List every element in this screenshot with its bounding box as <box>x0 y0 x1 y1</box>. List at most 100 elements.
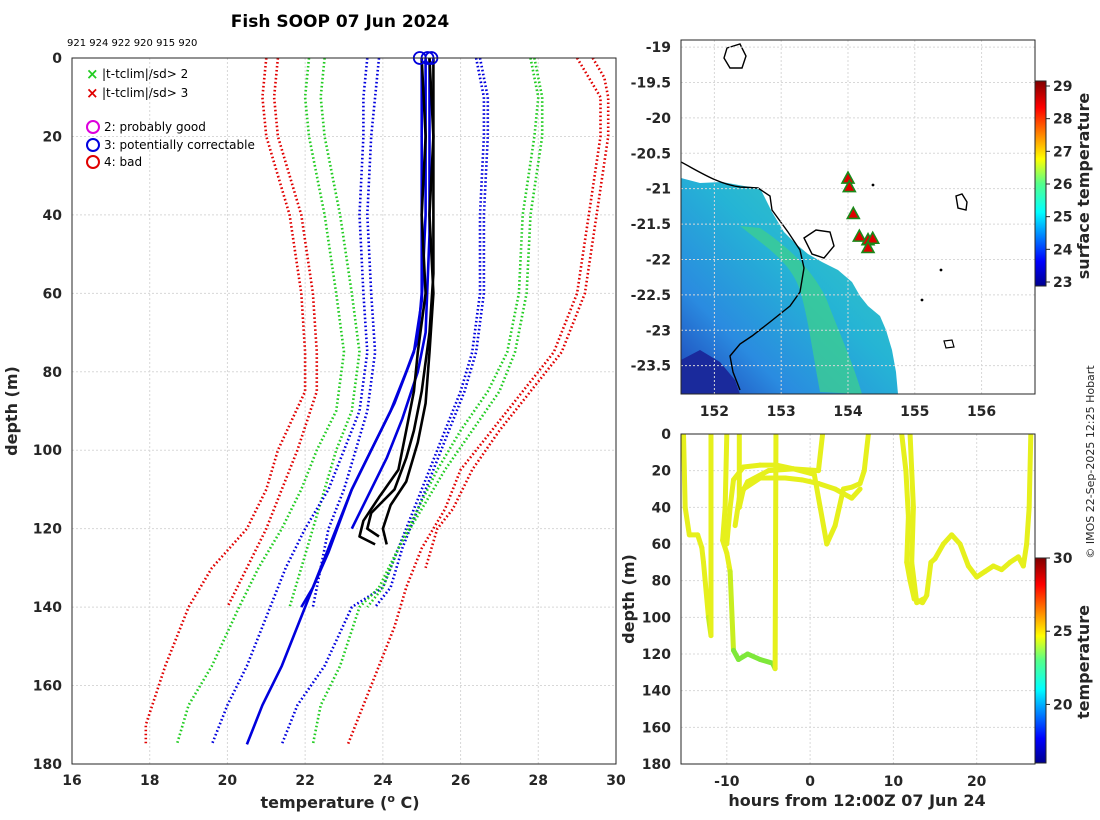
y-tick-label: 40 <box>43 208 63 224</box>
x-axis-label: temperature (o C) <box>260 792 419 812</box>
colorbar-tick-label: 26 <box>1053 177 1072 193</box>
series-profile-flag3-c <box>350 58 431 530</box>
time-tick-label: 20 <box>967 774 987 790</box>
series-climatology-3sd-low-a <box>144 58 307 745</box>
x-tick-label: 24 <box>373 773 393 789</box>
depth-tick-label: 60 <box>652 537 672 553</box>
colorbar-tick-label: 25 <box>1053 210 1072 226</box>
y-tick-label: 100 <box>33 443 62 459</box>
track-1-segment <box>727 569 736 653</box>
time-axis-label: hours from 12:00Z 07 Jun 24 <box>728 791 985 810</box>
colorbar-tick-label: 20 <box>1053 697 1073 713</box>
track-5-segment <box>1020 541 1030 569</box>
track-1-segment <box>724 550 733 574</box>
time-tick-label: 10 <box>884 774 904 790</box>
series-profile-black-c <box>366 58 435 538</box>
islet <box>939 268 943 272</box>
reef-outline <box>803 229 835 259</box>
lon-tick-label: 154 <box>833 404 862 420</box>
track-3-segment <box>824 523 838 547</box>
track-4-segment <box>815 481 838 492</box>
track-5-segment <box>932 541 946 562</box>
station-triangle-icon <box>845 205 861 220</box>
track-4-segment <box>849 486 863 501</box>
legend-red-circle-icon <box>86 155 100 169</box>
track-5-segment <box>899 434 909 474</box>
legend-label-2sd: |t-tclim|/sd> 2 <box>102 67 188 81</box>
track-0-segment <box>700 559 711 620</box>
map-stations <box>840 170 881 254</box>
map-ticks: 152 153 154 155 156 -19 -19.5 -20 -20.5 -21 -21.5 -… <box>631 40 997 420</box>
depth-tick-label: 100 <box>642 610 671 626</box>
lon-tick-label: 153 <box>767 404 796 420</box>
island-outline-south <box>943 339 955 349</box>
track-2-segment <box>724 504 733 547</box>
track-2-segment <box>740 462 763 470</box>
lon-tick-label: 155 <box>900 404 929 420</box>
lat-tick-label: -23.5 <box>631 359 671 375</box>
station-triangle-icon <box>851 228 867 242</box>
series-climatology-2sd-high-a <box>311 58 540 745</box>
series-climatology-mean-low-a <box>210 58 369 745</box>
series-profile-flag3-b <box>300 58 427 608</box>
track-4-segment <box>832 486 855 501</box>
profile-frame <box>71 57 617 765</box>
series-climatology-2sd-low-b <box>288 58 361 608</box>
x-tick-label: 28 <box>529 773 548 789</box>
temperature-colorbar-label: temperature <box>1074 605 1093 719</box>
time-depth-ticks: -10 0 10 20 0 20 40 60 80 100 120 140 160 180 <box>642 427 987 790</box>
y-tick-label: 180 <box>33 757 62 773</box>
lat-tick-label: -23 <box>646 323 671 339</box>
colorbar-tick-label: 24 <box>1053 242 1073 258</box>
track-4-segment <box>782 475 805 483</box>
depth-tick-label: 160 <box>642 720 671 736</box>
y-tick-label: 80 <box>43 365 63 381</box>
sst-warm-tongue <box>740 226 862 394</box>
y-axis-label: depth (m) <box>2 366 21 456</box>
lat-tick-label: -21.5 <box>631 217 671 233</box>
depth-tick-label: 180 <box>642 757 671 773</box>
lon-tick-label: 156 <box>967 404 996 420</box>
lat-tick-label: -20.5 <box>631 146 671 162</box>
track-4-segment <box>799 477 821 486</box>
sst-field <box>681 178 898 394</box>
x-tick-label: 18 <box>140 773 159 789</box>
sst-cold-patch <box>681 350 740 394</box>
time-depth-tracks <box>681 434 1034 672</box>
islet <box>871 183 875 187</box>
map-colorbar <box>1034 80 1047 287</box>
track-3-segment <box>790 466 817 477</box>
track-2-segment <box>815 434 826 474</box>
track-6-segment <box>909 559 920 606</box>
coastline <box>681 161 805 391</box>
track-3-segment <box>861 434 871 474</box>
y-tick-label: 20 <box>43 129 63 145</box>
island-outline-east <box>955 193 968 211</box>
track-4-segment <box>736 486 746 510</box>
time-tick-label: 0 <box>805 774 815 790</box>
x-tick-label: 16 <box>62 773 81 789</box>
track-5-segment <box>904 514 911 565</box>
colorbar-tick-label: 25 <box>1053 624 1072 640</box>
track-6-segment <box>909 504 916 565</box>
x-tick-label: 22 <box>295 773 314 789</box>
track-0-segment <box>682 504 692 538</box>
series-climatology-2sd-low-a <box>175 58 346 745</box>
y-tick-label: 0 <box>52 51 62 67</box>
profile-panel: Fish SOOP 07 Jun 2024 921 924 922 920 91… <box>2 12 626 812</box>
station-triangle-icon <box>865 230 881 245</box>
track-1-segment <box>722 434 730 510</box>
track-5-segment <box>903 468 911 519</box>
lat-tick-label: -21 <box>646 182 671 198</box>
depth-tick-label: 20 <box>652 464 672 480</box>
track-1-segment <box>772 434 779 672</box>
profile-series <box>144 58 610 745</box>
profile-ticks: 16 18 20 22 24 26 28 30 0 20 40 60 80 100 120 140 160 180 <box>33 51 626 789</box>
depth-tick-label: 140 <box>642 684 671 700</box>
depth-tick-label: 40 <box>652 500 672 516</box>
series-climatology-3sd-high-a <box>346 58 602 745</box>
track-2-segment <box>727 477 736 510</box>
profile-grid <box>71 57 617 765</box>
legend-blue-circle-icon <box>86 138 100 152</box>
legend-flag-4: 4: bad <box>104 155 142 169</box>
